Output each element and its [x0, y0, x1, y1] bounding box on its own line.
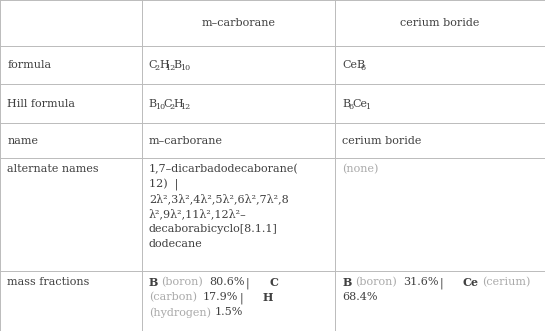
Text: Hill formula: Hill formula — [7, 99, 75, 109]
Text: CeB: CeB — [342, 60, 365, 70]
Text: 12)  |: 12) | — [149, 179, 178, 191]
Text: Ce: Ce — [463, 277, 479, 288]
Text: C: C — [149, 60, 158, 70]
Text: H: H — [263, 292, 273, 304]
Text: (boron): (boron) — [161, 277, 203, 288]
Text: 1: 1 — [365, 103, 370, 111]
Text: B: B — [174, 60, 182, 70]
Text: 68.4%: 68.4% — [342, 292, 378, 303]
Text: |: | — [433, 277, 451, 289]
Text: 2λ²,3λ²,4λ²,5λ²,6λ²,7λ²,8: 2λ²,3λ²,4λ²,5λ²,6λ²,7λ²,8 — [149, 194, 288, 205]
Text: m–carborane: m–carborane — [202, 18, 275, 28]
Text: decaborabicyclo[8.1.1]: decaborabicyclo[8.1.1] — [149, 224, 277, 234]
Text: 6: 6 — [348, 103, 353, 111]
Text: 12: 12 — [165, 64, 175, 72]
Text: B: B — [342, 277, 352, 288]
Text: 31.6%: 31.6% — [403, 277, 438, 287]
Text: alternate names: alternate names — [7, 164, 99, 174]
Text: mass fractions: mass fractions — [7, 277, 89, 287]
Text: (hydrogen): (hydrogen) — [149, 307, 211, 318]
Text: C: C — [269, 277, 278, 288]
Text: Ce: Ce — [353, 99, 367, 109]
Text: 17.9%: 17.9% — [203, 292, 238, 303]
Text: |: | — [239, 277, 257, 289]
Text: m–carborane: m–carborane — [149, 135, 223, 146]
Text: 2: 2 — [155, 64, 160, 72]
Text: 80.6%: 80.6% — [209, 277, 245, 287]
Text: cerium boride: cerium boride — [342, 135, 422, 146]
Text: (cerium): (cerium) — [482, 277, 531, 288]
Text: H: H — [174, 99, 184, 109]
Text: (none): (none) — [342, 164, 379, 174]
Text: λ²,9λ²,11λ²,12λ²–: λ²,9λ²,11λ²,12λ²– — [149, 209, 246, 220]
Text: 10: 10 — [155, 103, 165, 111]
Text: B: B — [149, 277, 158, 288]
Text: (carbon): (carbon) — [149, 292, 197, 303]
Text: (boron): (boron) — [355, 277, 397, 288]
Text: formula: formula — [7, 60, 51, 70]
Text: B: B — [149, 99, 157, 109]
Text: 1.5%: 1.5% — [215, 307, 243, 317]
Text: 10: 10 — [180, 64, 190, 72]
Text: cerium boride: cerium boride — [401, 18, 480, 28]
Text: dodecane: dodecane — [149, 239, 203, 249]
Text: |: | — [233, 292, 250, 304]
Text: 2: 2 — [169, 103, 174, 111]
Text: C: C — [164, 99, 172, 109]
Text: H: H — [159, 60, 169, 70]
Text: 6: 6 — [360, 64, 365, 72]
Text: 12: 12 — [180, 103, 190, 111]
Text: 1,7–dicarbadodecaborane(: 1,7–dicarbadodecaborane( — [149, 164, 299, 174]
Text: name: name — [7, 135, 38, 146]
Text: B: B — [342, 99, 350, 109]
